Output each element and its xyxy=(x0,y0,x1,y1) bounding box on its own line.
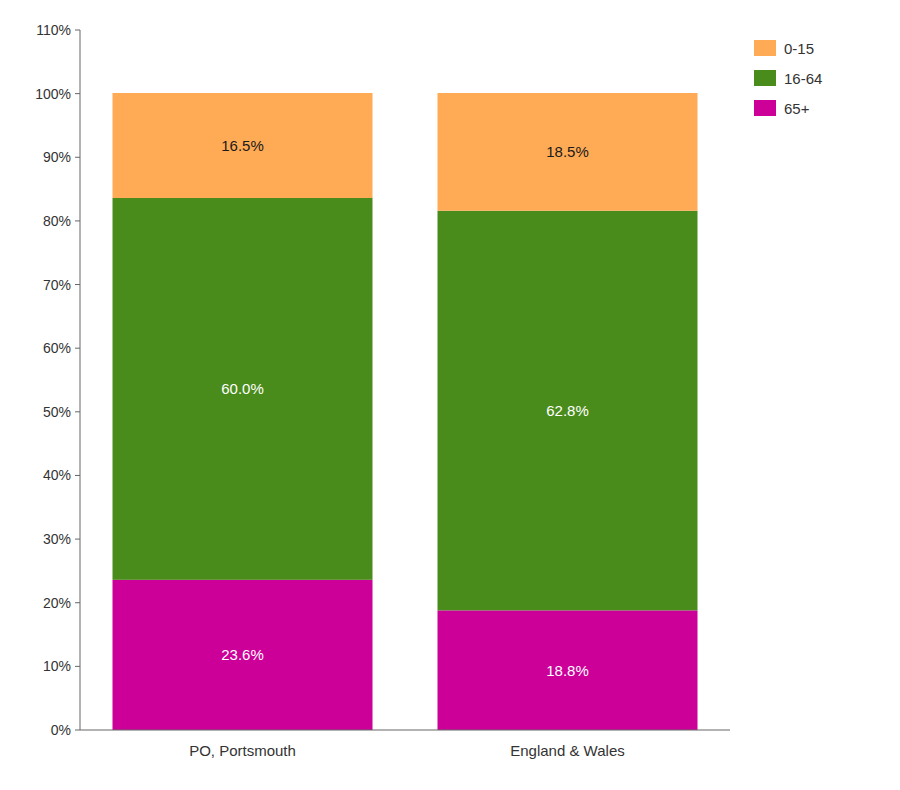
legend-swatch xyxy=(754,70,776,86)
data-label: 62.8% xyxy=(546,402,589,419)
y-tick-label: 30% xyxy=(43,531,71,547)
y-tick-label: 70% xyxy=(43,277,71,293)
y-tick-label: 110% xyxy=(36,22,71,38)
y-tick xyxy=(75,602,80,603)
bar-segment xyxy=(113,198,373,580)
data-label: 23.6% xyxy=(221,646,264,663)
y-tick-label: 0% xyxy=(51,722,71,738)
y-tick xyxy=(75,730,80,731)
legend-label: 65+ xyxy=(784,100,810,117)
bar-segment xyxy=(438,93,698,211)
y-tick xyxy=(75,475,80,476)
data-label: 18.8% xyxy=(546,662,589,679)
y-tick-label: 40% xyxy=(43,467,71,483)
bars xyxy=(113,93,698,730)
y-tick xyxy=(75,284,80,285)
y-tick-label: 20% xyxy=(43,595,71,611)
data-label: 18.5% xyxy=(546,143,589,160)
legend-swatch xyxy=(754,40,776,56)
x-axis-line xyxy=(80,730,730,731)
data-label: 60.0% xyxy=(221,380,264,397)
y-tick-label: 80% xyxy=(43,213,71,229)
y-tick xyxy=(75,411,80,412)
legend-label: 0-15 xyxy=(784,40,814,57)
x-tick-label: PO, Portsmouth xyxy=(189,742,296,759)
data-labels: 23.6% 18.8% 60.0% 62.8% 16.5% 18.5% xyxy=(221,137,589,679)
bar-segment xyxy=(438,211,698,611)
axes: 0% 10% 20% 30% 40% 50% 60% 70% 80% 90% 100% 110% PO,… xyxy=(35,22,730,759)
y-tick xyxy=(75,666,80,667)
bar-segment xyxy=(113,93,373,198)
y-tick-label: 10% xyxy=(43,658,71,674)
y-tick-label: 60% xyxy=(43,340,71,356)
y-tick-label: 90% xyxy=(43,149,71,165)
y-tick xyxy=(75,30,80,31)
y-tick-label: 100% xyxy=(35,86,71,102)
chart: 23.6% 18.8% 60.0% 62.8% 16.5% 18.5% 0% 10% 20% 30… xyxy=(0,0,900,790)
data-label: 16.5% xyxy=(221,137,264,154)
y-axis-line xyxy=(80,30,81,730)
y-tick xyxy=(75,539,80,540)
y-tick xyxy=(75,157,80,158)
bar-segment xyxy=(438,610,698,730)
y-tick xyxy=(75,220,80,221)
legend-label: 16-64 xyxy=(784,70,822,87)
y-tick xyxy=(75,93,80,94)
y-tick xyxy=(75,348,80,349)
bar-segment xyxy=(113,580,373,730)
legend-swatch xyxy=(754,100,776,116)
legend: 0-15 16-64 65+ xyxy=(754,40,822,117)
x-tick-label: England & Wales xyxy=(510,742,625,759)
y-tick-label: 50% xyxy=(43,404,71,420)
